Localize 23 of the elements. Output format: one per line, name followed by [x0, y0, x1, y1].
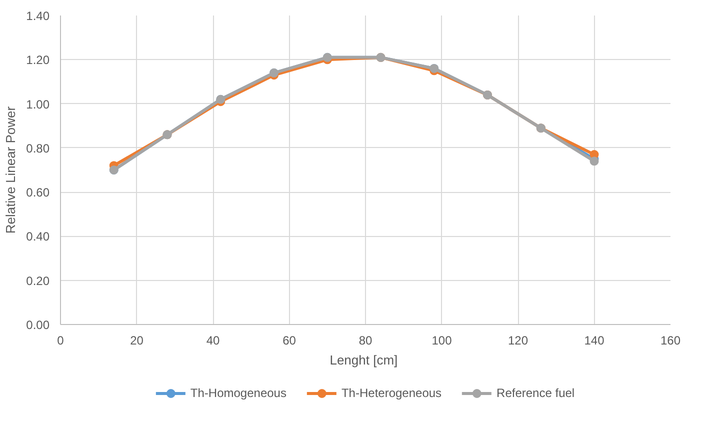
x-tick-label: 140: [584, 334, 605, 348]
y-tick-label: 1.40: [26, 9, 50, 23]
x-tick-label: 120: [508, 334, 528, 348]
y-axis-title: Relative Linear Power: [3, 106, 18, 234]
y-tick-label: 1.20: [26, 53, 50, 68]
x-tick-label: 0: [57, 334, 64, 348]
x-tick-label: 80: [358, 334, 372, 348]
y-tick-label: 1.00: [26, 97, 50, 112]
x-tick-label: 160: [660, 334, 681, 348]
x-tick-label: 40: [206, 334, 220, 348]
legend-label: Reference fuel: [496, 386, 575, 400]
x-tick-label: 20: [130, 334, 144, 348]
x-axis-title: Lenght [cm]: [330, 352, 398, 368]
y-tick-label: 0.60: [26, 186, 50, 200]
y-tick-label: 0.20: [26, 274, 50, 288]
point: [590, 156, 599, 166]
x-tick-label: 100: [432, 334, 452, 348]
x-tick-label: 60: [282, 334, 296, 348]
y-tick-label: 0.80: [26, 141, 50, 156]
y-tick-label: 0.40: [26, 230, 50, 244]
legend-label: Th-Heterogeneous: [341, 386, 442, 400]
legend-label: Th-Homogeneous: [190, 386, 286, 400]
y-tick-label: 0.00: [26, 318, 50, 332]
